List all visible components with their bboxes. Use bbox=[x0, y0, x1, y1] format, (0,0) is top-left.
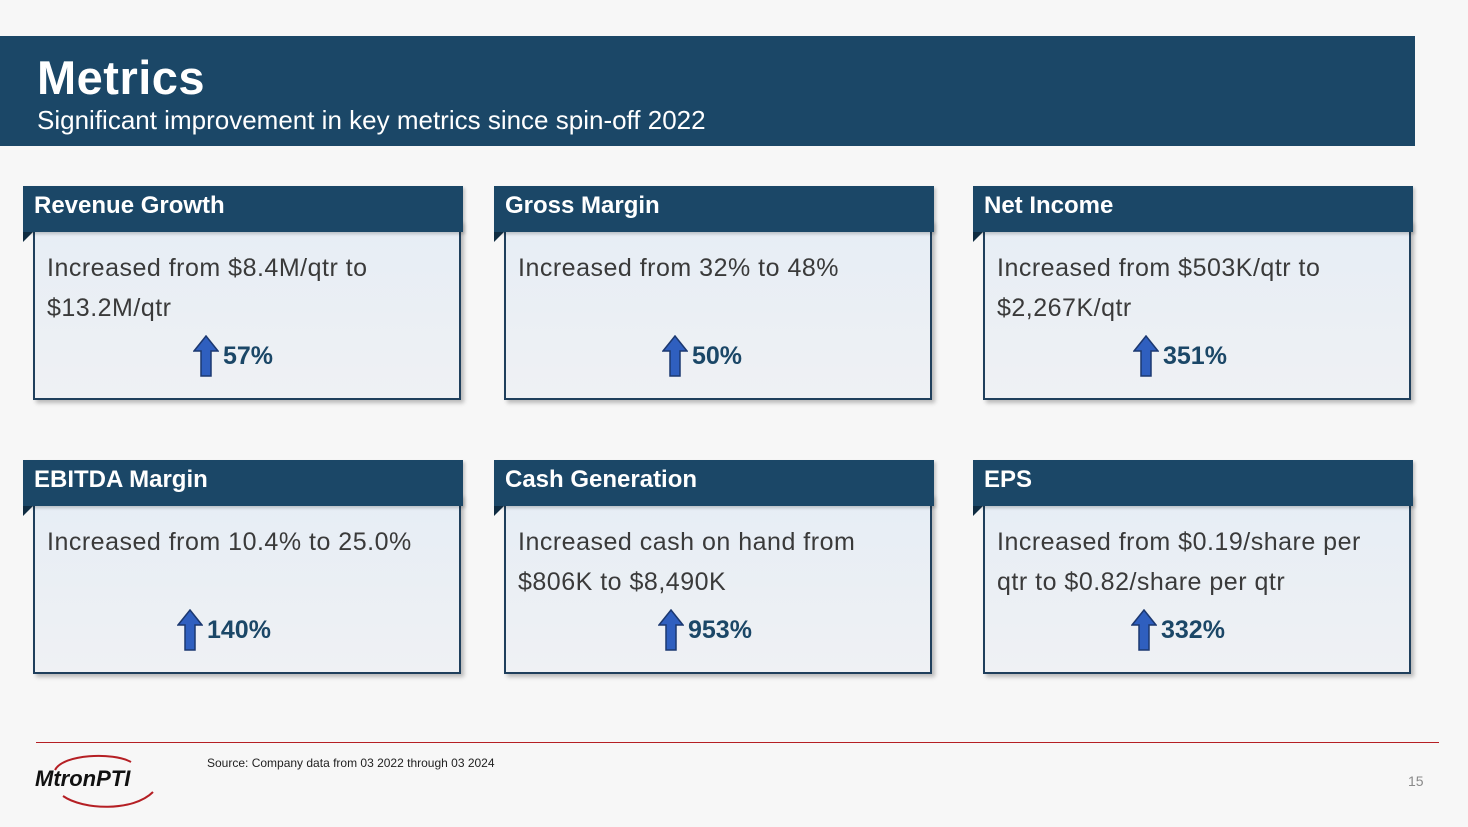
page-number: 15 bbox=[1408, 773, 1424, 789]
card-header: Net Income bbox=[973, 186, 1413, 232]
card-body bbox=[504, 220, 932, 400]
card-header: EBITDA Margin bbox=[23, 460, 463, 506]
card-header: Gross Margin bbox=[494, 186, 934, 232]
metric-card-revenue-growth: Revenue Growth Increased from $8.4M/qtr … bbox=[23, 186, 463, 401]
header-band bbox=[0, 36, 1415, 146]
percent-change: 351% bbox=[1163, 341, 1227, 370]
card-body bbox=[983, 494, 1411, 674]
card-description: Increased from $503K/qtr to $2,267K/qtr bbox=[997, 254, 1321, 322]
page-subtitle: Significant improvement in key metrics s… bbox=[37, 105, 706, 135]
percent-change: 50% bbox=[692, 341, 743, 370]
card-body bbox=[504, 494, 932, 674]
stat-change: 351% bbox=[1133, 334, 1227, 378]
mtronpti-logo: MtronPTI bbox=[35, 754, 154, 808]
card-description: Increased from $8.4M/qtr to $13.2M/qtr bbox=[47, 254, 368, 322]
up-arrow-icon bbox=[1131, 609, 1157, 651]
card-description: Increased from $0.19/share per qtr to $0… bbox=[997, 528, 1361, 596]
card-description: Increased from 32% to 48% bbox=[518, 254, 839, 282]
card-title: EPS bbox=[984, 466, 1033, 493]
card-title: Revenue Growth bbox=[34, 192, 225, 219]
metric-card-net-income: Net Income Increased from $503K/qtr to $… bbox=[973, 186, 1413, 401]
metric-card-gross-margin: Gross Margin Increased from 32% to 48% 5… bbox=[494, 186, 934, 401]
up-arrow-icon bbox=[177, 609, 203, 651]
card-header: Revenue Growth bbox=[23, 186, 463, 232]
up-arrow-icon bbox=[658, 609, 684, 651]
percent-change: 140% bbox=[207, 615, 271, 644]
metric-card-cash-generation: Cash Generation Increased cash on hand f… bbox=[494, 460, 934, 675]
card-title: Net Income bbox=[984, 192, 1114, 219]
card-description: Increased from 10.4% to 25.0% bbox=[47, 528, 412, 556]
footer-divider bbox=[36, 742, 1439, 743]
stat-change: 57% bbox=[193, 334, 273, 378]
stat-change: 50% bbox=[662, 334, 742, 378]
logo-text: MtronPTI bbox=[35, 766, 131, 791]
up-arrow-icon bbox=[1133, 335, 1159, 377]
card-body bbox=[33, 494, 461, 674]
card-body bbox=[33, 220, 461, 400]
metric-card-eps: EPS Increased from $0.19/share per qtr t… bbox=[973, 460, 1413, 675]
card-title: EBITDA Margin bbox=[34, 466, 208, 493]
card-description: Increased cash on hand from $806K to $8,… bbox=[518, 528, 856, 596]
metric-card-ebitda-margin: EBITDA Margin Increased from 10.4% to 25… bbox=[23, 460, 463, 675]
page-title: Metrics bbox=[37, 51, 206, 104]
card-title: Cash Generation bbox=[505, 466, 698, 493]
up-arrow-icon bbox=[662, 335, 688, 377]
source-note: Source: Company data from 03 2022 throug… bbox=[207, 756, 495, 770]
percent-change: 953% bbox=[688, 615, 752, 644]
percent-change: 332% bbox=[1161, 615, 1225, 644]
stat-change: 332% bbox=[1131, 608, 1225, 652]
up-arrow-icon bbox=[193, 335, 219, 377]
card-header: EPS bbox=[973, 460, 1413, 506]
card-title: Gross Margin bbox=[505, 192, 660, 219]
card-body bbox=[983, 220, 1411, 400]
card-header: Cash Generation bbox=[494, 460, 934, 506]
stat-change: 140% bbox=[177, 608, 271, 652]
stat-change: 953% bbox=[658, 608, 752, 652]
percent-change: 57% bbox=[223, 341, 274, 370]
